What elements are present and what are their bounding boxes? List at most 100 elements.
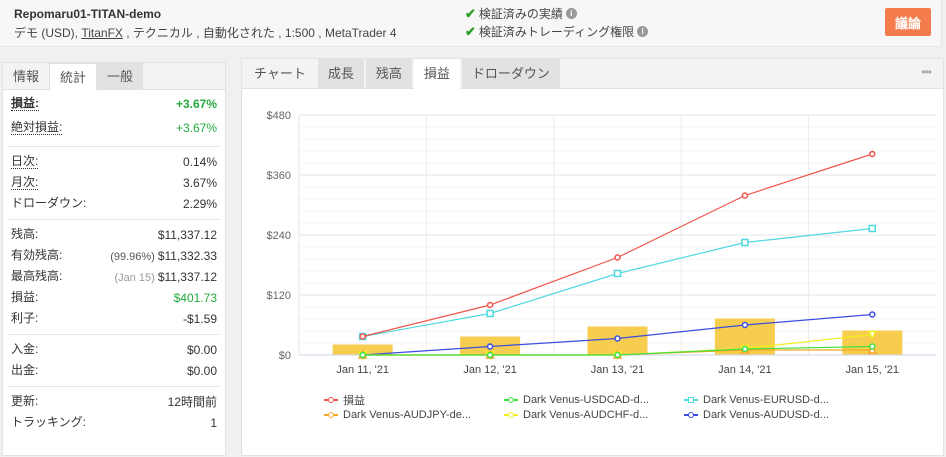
stat-value: $11,337.12 <box>157 227 217 242</box>
stat-label: 出金: <box>11 363 39 377</box>
data-point <box>486 309 494 318</box>
stat-value: 3.67% <box>182 175 217 190</box>
verified-trading-label: 検証済みトレーディング権限 <box>478 25 635 39</box>
stat-value: 0.14% <box>182 154 217 169</box>
verified-trading-privileges: ✔ 検証済みトレーディング権限 i <box>465 23 649 40</box>
stat-value: 12時間前 <box>167 395 217 409</box>
legend-item[interactable]: 損益 <box>324 392 504 408</box>
stat-label[interactable]: 損益: <box>11 95 39 111</box>
stat-label[interactable]: 日次: <box>11 153 39 169</box>
verified-track-record: ✔ 検証済みの実績 i <box>465 5 577 22</box>
stat-drawdown: ドローダウン: 2.29% <box>3 193 225 214</box>
info-icon[interactable]: i <box>637 26 649 37</box>
data-point <box>869 150 876 158</box>
legend-marker-icon <box>684 412 698 418</box>
legend-item[interactable]: Dark Venus-AUDCHF-d... <box>504 409 684 421</box>
stat-daily: 日次: 0.14% <box>3 151 225 172</box>
data-point <box>613 269 622 278</box>
x-tick-label: Jan 13, '21 <box>591 364 644 376</box>
tab-chart[interactable]: チャート <box>254 66 306 81</box>
tab-info[interactable]: 情報 <box>13 69 40 84</box>
stat-gain: 損益: +3.67% <box>3 93 225 114</box>
legend-item[interactable]: Dark Venus-USDCAD-d... <box>504 392 684 408</box>
data-point <box>741 192 749 199</box>
stat-label: 残高: <box>11 227 39 241</box>
divider <box>8 219 220 220</box>
account-details: , テクニカル , 自動化された , 1:500 , MetaTrader 4 <box>122 26 397 40</box>
chart-legend: 損益 Dark Venus-USDCAD-d... Dark Venus-EURUS… <box>324 392 864 421</box>
legend-item[interactable]: Dark Venus-AUDJPY-de... <box>324 409 504 421</box>
more-options-icon[interactable]: ••• <box>921 65 932 79</box>
stat-label: トラッキング: <box>11 415 86 429</box>
stat-label: 損益: <box>11 290 39 304</box>
stat-value: 2.29% <box>182 196 217 211</box>
legend-label: Dark Venus-AUDUSD-d... <box>703 409 829 421</box>
legend-marker-icon <box>504 412 518 418</box>
stat-label: ドローダウン: <box>11 196 87 210</box>
stat-label[interactable]: 月次: <box>11 174 39 190</box>
stat-value: $401.73 <box>173 290 217 305</box>
stat-interest: 利子: -$1.59 <box>3 308 225 329</box>
legend-marker-icon <box>324 397 338 403</box>
legend-marker-icon <box>684 397 698 403</box>
divider <box>8 334 220 335</box>
legend-label: Dark Venus-AUDCHF-d... <box>523 409 649 421</box>
legend-marker-icon <box>324 412 338 418</box>
stat-highest: 最高残高: (Jan 15) $11,337.12 <box>3 266 225 287</box>
chart-panel: チャート 成長 残高 損益 ドローダウン ••• $0 $120 $240 $360 $… <box>241 58 944 456</box>
x-tick-label: Jan 14, '21 <box>718 364 771 376</box>
tab-stats[interactable]: 統計 <box>49 63 98 91</box>
account-type: デモ (USD), <box>14 26 82 40</box>
account-name: Repomaru01-TITAN-demo <box>14 7 162 21</box>
legend-item[interactable]: Dark Venus-EURUSD-d... <box>684 392 864 408</box>
stat-sub: (99.96%) <box>110 250 155 263</box>
legend-label: Dark Venus-EURUSD-d... <box>703 394 829 406</box>
tab-balance[interactable]: 残高 <box>365 59 412 89</box>
legend-label: Dark Venus-USDCAD-d... <box>523 394 649 406</box>
legend-item[interactable]: Dark Venus-AUDUSD-d... <box>684 409 864 421</box>
stat-value: $11,332.33 <box>157 248 217 263</box>
data-point <box>741 321 749 329</box>
data-point <box>741 345 749 353</box>
y-tick-label: $120 <box>267 290 291 302</box>
x-tick-label: Jan 15, '21 <box>846 364 899 376</box>
data-point <box>359 333 366 340</box>
stats-tabs: 情報 統計 一般 <box>3 63 225 91</box>
x-tick-label: Jan 12, '21 <box>463 364 516 376</box>
bar <box>332 344 393 355</box>
series-line <box>362 153 873 338</box>
stat-balance: 残高: $11,337.12 <box>3 224 225 245</box>
data-point <box>614 254 621 261</box>
data-point <box>741 238 749 247</box>
legend-label: Dark Venus-AUDJPY-de... <box>343 409 471 421</box>
stat-label[interactable]: 絶対損益: <box>11 119 63 135</box>
stat-value: $11,337.12 <box>157 269 217 284</box>
check-icon: ✔ <box>465 23 476 39</box>
tab-profit[interactable]: 損益 <box>413 59 460 90</box>
y-tick-label: $360 <box>267 170 291 182</box>
y-tick-label: $0 <box>279 350 291 362</box>
stat-profit: 損益: $401.73 <box>3 287 225 308</box>
y-tick-label: $480 <box>267 110 291 122</box>
tab-growth[interactable]: 成長 <box>317 59 364 89</box>
stats-panel: 情報 統計 一般 損益: +3.67% 絶対損益: +3.67% 日次: 0.14% … <box>2 62 226 456</box>
divider <box>8 386 220 387</box>
broker-link[interactable]: TitanFX <box>81 26 123 40</box>
data-point <box>486 351 494 359</box>
discuss-button[interactable]: 議論 <box>885 8 931 36</box>
tab-drawdown[interactable]: ドローダウン <box>461 59 560 89</box>
stat-equity: 有効残高: (99.96%) $11,332.33 <box>3 245 225 266</box>
stat-label: 利子: <box>11 311 39 325</box>
stat-label: 更新: <box>11 394 39 408</box>
info-icon[interactable]: i <box>565 8 577 19</box>
stat-withdrawals: 出金: $0.00 <box>3 360 225 381</box>
stat-label: 有効残高: <box>11 248 63 262</box>
tab-general[interactable]: 一般 <box>97 63 144 90</box>
data-point <box>867 330 878 340</box>
stat-value: 1 <box>210 415 217 430</box>
stat-value: $0.00 <box>186 363 217 378</box>
stat-label: 入金: <box>11 342 39 356</box>
data-point <box>486 301 494 309</box>
chart-tabs: チャート 成長 残高 損益 ドローダウン ••• <box>242 59 943 90</box>
stat-monthly: 月次: 3.67% <box>3 172 225 193</box>
